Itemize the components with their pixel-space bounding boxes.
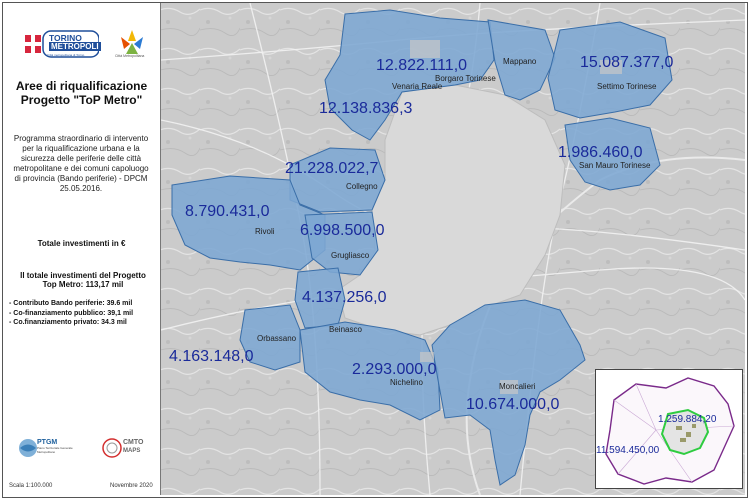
- focus-areas: [676, 424, 696, 442]
- label-rivoli: Rivoli: [255, 227, 275, 236]
- cmto-logo-text2: MAPS: [123, 448, 141, 454]
- label-san-mauro-torinese: San Mauro Torinese: [579, 161, 651, 170]
- inset-value-outer: 11.594.450,00: [596, 445, 660, 456]
- label-grugliasco: Grugliasco: [331, 251, 370, 260]
- area-rivoli[interactable]: [171, 175, 326, 271]
- value-grugliasco: 6.998.500,0: [300, 222, 385, 239]
- legend-title: Aree di riqualificazione Progetto "ToP M…: [3, 79, 160, 107]
- legend-panel: TORINO METROPOLI Città metropolitana di …: [3, 3, 161, 495]
- logo-right-caption: Città Metropolitana: [115, 54, 145, 58]
- area-mappano[interactable]: [487, 19, 556, 101]
- funding-item: - Co-finanziamento pubblico: 39,1 mil: [9, 309, 134, 317]
- title-line1: Aree di riqualificazione: [15, 79, 148, 93]
- value-borgaro: 12.822.111,0: [376, 57, 468, 74]
- funding-item: - Contributo Bando periferie: 39.6 mil: [9, 300, 133, 307]
- ptgm-subtitle: Piano Territoriale Generale Metropolitan…: [37, 446, 73, 454]
- ptgm-globe-icon: [19, 439, 37, 457]
- label-moncalieri: Moncalieri: [499, 382, 536, 391]
- ptgm-logo: PTGM Piano Territoriale Generale Metropo…: [17, 435, 87, 461]
- logo-torino-sub: Città metropolitana di Torino: [47, 53, 85, 57]
- label-settimo-torinese: Settimo Torinese: [597, 82, 657, 91]
- value-orbassano: 4.163.148,0: [169, 348, 254, 365]
- value-moncalieri: 10.674.000,0: [466, 396, 560, 413]
- label-venaria-reale: Venaria Reale: [392, 82, 443, 91]
- label-collegno: Collegno: [346, 182, 378, 191]
- area-orbassano[interactable]: [239, 304, 301, 371]
- value-san-mauro: 1.986.460,0: [558, 144, 643, 161]
- cmto-logo-text: CMTO: [123, 439, 144, 446]
- urban-blocks: [410, 40, 622, 394]
- value-beinasco: 4.137.256,0: [302, 289, 387, 306]
- inset-svg: [605, 377, 735, 485]
- funding-item: - Co.finanziamento privato: 34.3 mil: [9, 319, 127, 326]
- value-nichelino: 2.293.000,0: [352, 361, 437, 378]
- cmto-maps-icon: [102, 438, 122, 458]
- label-nichelino: Nichelino: [390, 378, 423, 387]
- label-orbassano: Orbassano: [257, 334, 297, 343]
- torino-metropoli-logo: TORINO METROPOLI Città metropolitana di …: [25, 29, 101, 61]
- city-emblem-icon: [121, 30, 143, 54]
- inner-boundaries: [613, 383, 735, 483]
- label-borgaro-torinese: Borgaro Torinese: [435, 74, 496, 83]
- area-san-mauro[interactable]: [564, 117, 661, 191]
- funding-breakdown: - Contributo Bando periferie: 39.6 mil -…: [9, 299, 133, 328]
- value-rivoli: 8.790.431,0: [185, 203, 270, 220]
- logo-torino-line2: METROPOLI: [49, 42, 101, 51]
- inset-value-inner: 1.259.884,20: [658, 414, 717, 425]
- title-line2: Progetto "ToP Metro": [20, 93, 143, 107]
- metropolitan-city-logo: Città Metropolitana: [115, 29, 149, 61]
- inset-overview-map[interactable]: 1.259.884,20 11.594.450,00: [595, 369, 743, 489]
- area-grugliasco[interactable]: [304, 211, 379, 276]
- value-venaria: 12.138.836,3: [319, 100, 413, 117]
- map-date: Novembre 2020: [110, 483, 153, 489]
- total-summary: Il totale investimenti del Progetto Top …: [20, 271, 146, 289]
- value-settimo: 15.087.377,0: [580, 54, 674, 71]
- label-beinasco: Beinasco: [329, 325, 362, 334]
- legend-description: Programma straordinario di intervento pe…: [13, 134, 149, 193]
- map-scale: Scala 1:100.000: [9, 483, 53, 489]
- ptgm-title: PTGM: [37, 439, 58, 446]
- total-investment-label: Totale investimenti in €: [37, 239, 126, 248]
- label-mappano: Mappano: [503, 57, 537, 66]
- area-borgaro-venaria[interactable]: [324, 9, 495, 141]
- cmto-maps-logo: CMTO MAPS: [101, 435, 153, 461]
- value-collegno: 21.228.022,7: [285, 160, 379, 177]
- map-canvas[interactable]: Venaria Reale Borgaro Torinese Mappano S…: [161, 3, 745, 495]
- focus-area-outline: [660, 408, 710, 456]
- logo-torino-line1: TORINO: [49, 33, 82, 43]
- area-nichelino[interactable]: [299, 321, 441, 421]
